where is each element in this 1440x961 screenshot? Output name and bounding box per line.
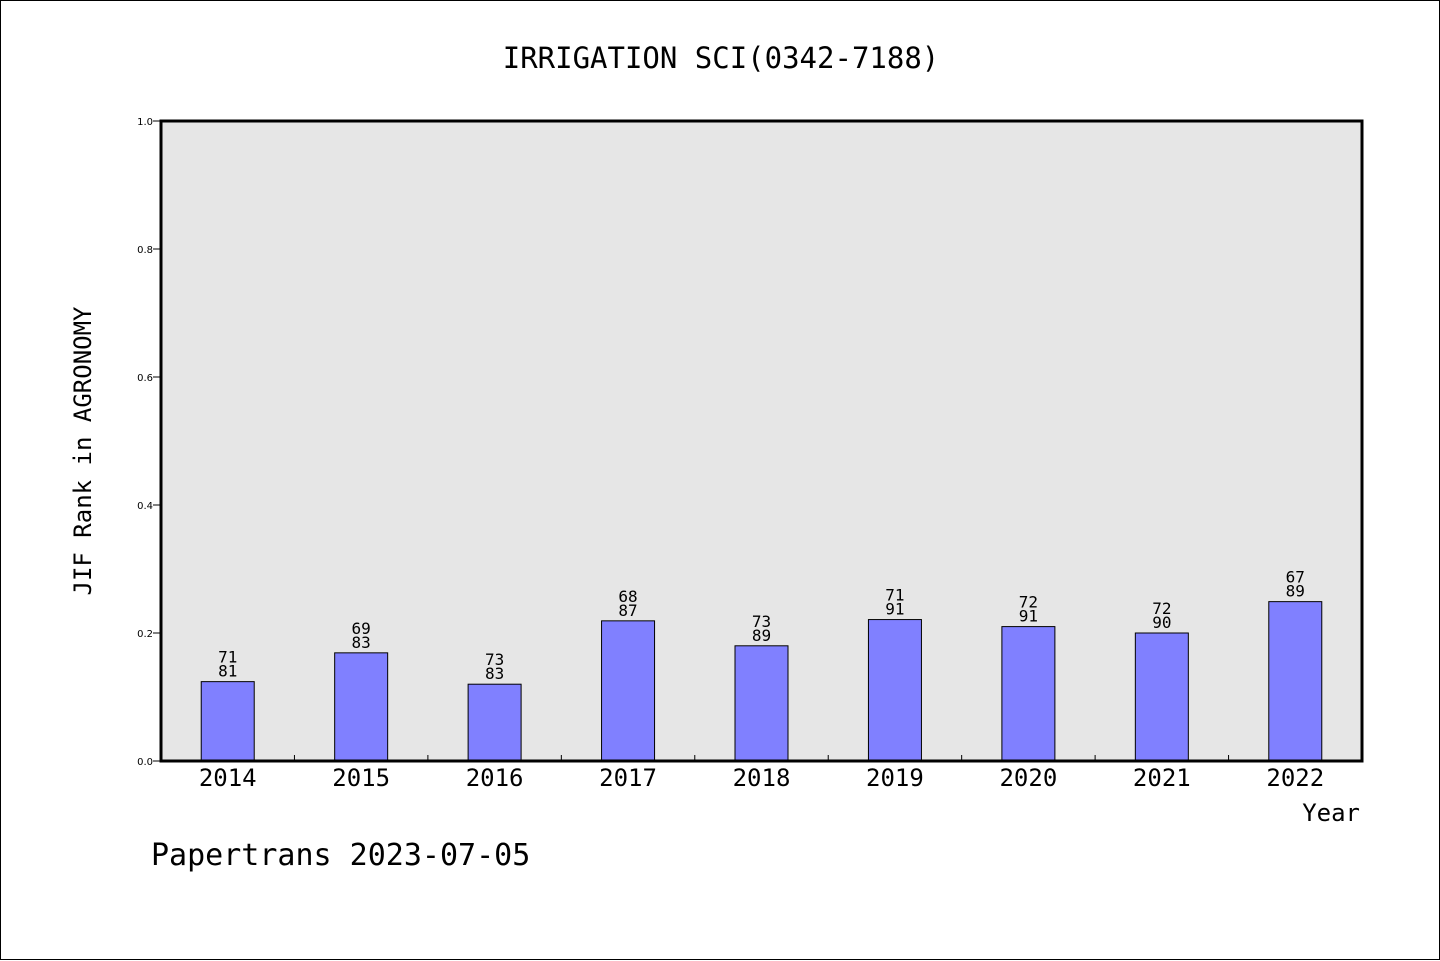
bar-rank-label: 72 [1019,593,1038,612]
bar-total-label: 81 [218,662,237,681]
bar-2019 [867,619,922,762]
bar-total-label: 90 [1152,613,1171,632]
y-tick-label: 0.6 [137,373,153,384]
bar-rank-label: 68 [618,587,637,606]
x-tick-label: 2017 [599,764,657,792]
bar-rank-label: 67 [1286,568,1305,587]
bar-rank-label: 73 [485,650,504,669]
footer-credit: Papertrans 2023-07-05 [151,838,530,873]
bar-2016 [467,683,522,762]
y-tick-label: 0.4 [137,501,153,512]
bar-total-label: 83 [485,664,504,683]
bar-total-label: 87 [618,601,637,620]
x-tick-label: 2019 [866,764,924,792]
x-tick-label: 2022 [1266,764,1324,792]
x-axis-label: Year [1302,799,1360,827]
x-tick-label: 2020 [999,764,1057,792]
y-tick-label: 1.0 [137,117,153,128]
x-tick-label: 2015 [332,764,390,792]
y-tick-label: 0.2 [137,629,153,640]
y-tick-label: 0.0 [137,757,153,768]
bar-rank-label: 73 [752,612,771,631]
bar-rank-label: 71 [218,648,237,667]
x-tick-label: 2021 [1133,764,1191,792]
x-tick-label: 2018 [733,764,791,792]
bar-2022 [1268,601,1323,762]
x-tick-label: 2014 [199,764,257,792]
chart-title: IRRIGATION SCI(0342-7188) [503,41,940,75]
x-axis: 2014 2015 2016 2017 2018 2019 2020 2021 2022 [199,755,1324,792]
y-axis-label: JIF Rank in AGRONOMY [69,306,97,596]
bar-rank-label: 72 [1152,599,1171,618]
y-tick-label: 0.8 [137,245,153,256]
bar-total-label: 91 [1019,607,1038,626]
y-axis: 0.0 0.2 0.4 0.6 0.8 1.0 [137,117,161,768]
bar-2017 [601,620,656,762]
bar-2018 [734,645,789,762]
bar-total-label: 83 [352,633,371,652]
bar-2020 [1001,626,1056,762]
plot-border [159,119,1364,763]
bar-2015 [334,652,389,762]
bar-2014 [200,681,255,762]
bar-2021 [1134,632,1189,762]
bar-rank-label: 69 [352,619,371,638]
bar-total-label: 89 [752,626,771,645]
x-tick-label: 2016 [466,764,524,792]
bar-total-label: 91 [885,600,904,619]
bar-total-label: 89 [1286,582,1305,601]
bar-rank-label: 71 [885,586,904,605]
